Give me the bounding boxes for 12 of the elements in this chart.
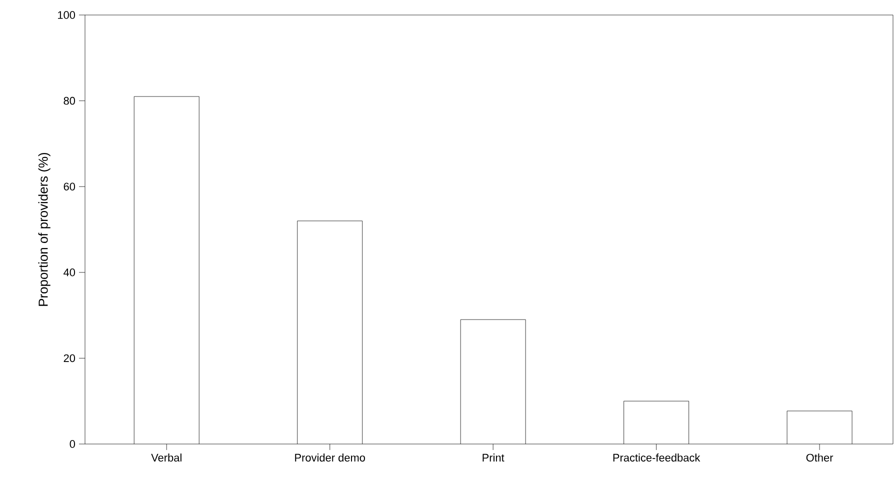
y-tick-label: 20 [64,354,76,362]
y-tick-label: 100 [58,11,76,19]
y-tick-label: 60 [64,182,76,190]
x-tick-label: Provider demo [295,454,365,462]
x-tick-label: Other [806,454,834,462]
x-tick-label: Print [482,454,504,462]
x-tick-label: Practice-feedback [613,454,700,462]
y-tick-label: 40 [64,268,76,276]
y-tick-label: 80 [64,96,76,105]
x-tick-label: Verbal [151,454,182,462]
y-axis-title: Proportion of providers (%) [38,152,50,306]
y-tick-label: 0 [70,440,76,448]
